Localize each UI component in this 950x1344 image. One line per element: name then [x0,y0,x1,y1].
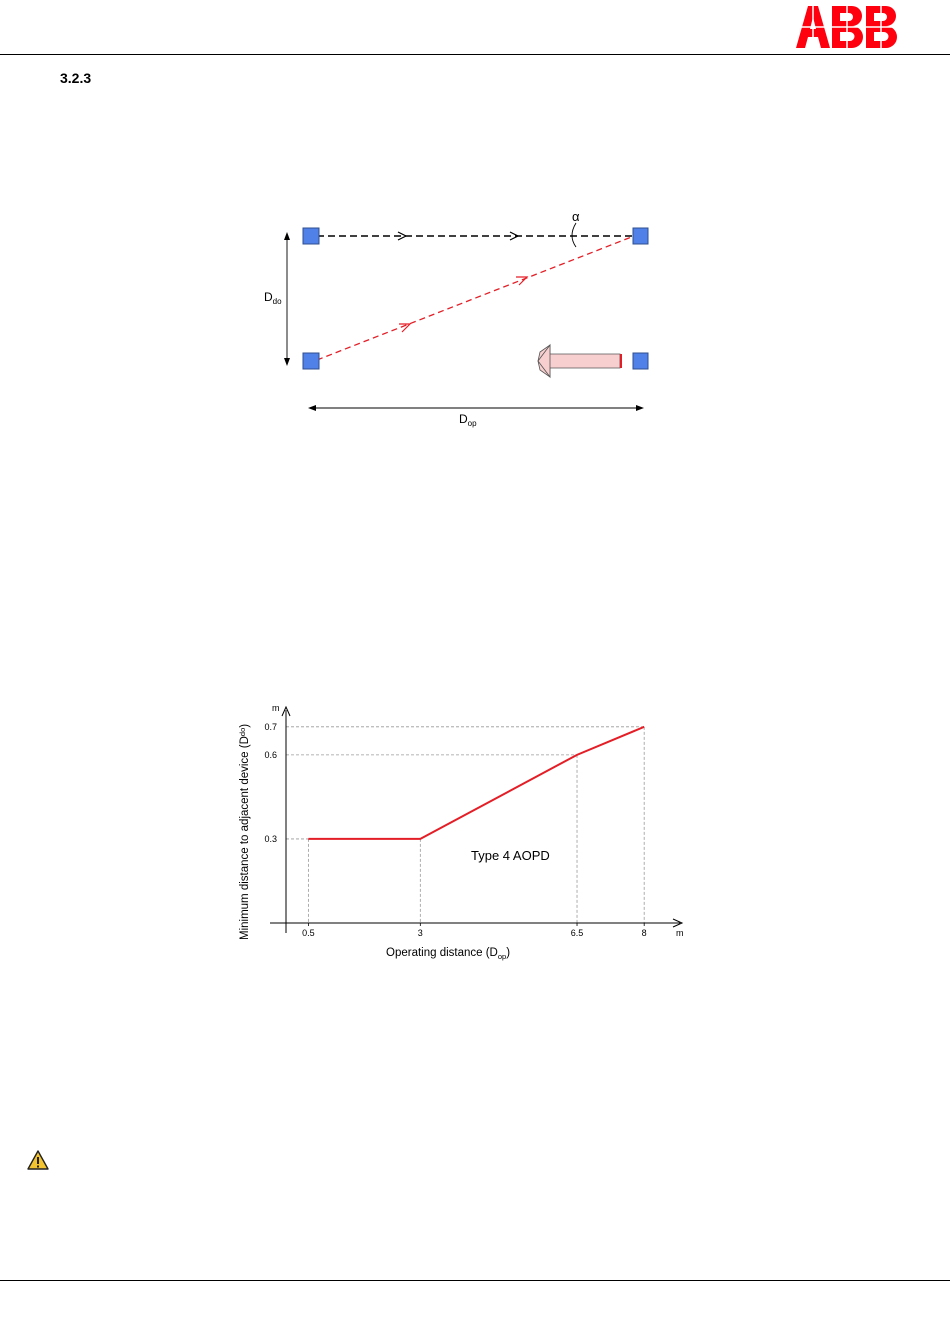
section-number: 3.2.3 [60,70,92,86]
x-tick-label: 8 [642,928,647,938]
distance-chart: m m 0.5 3 6.5 8 0.3 0.6 0.7 Type 4 AOPD Operat… [238,703,684,961]
footer-rule [0,1280,950,1281]
device-bottom-right [632,352,649,370]
abb-logo [796,6,898,48]
alpha-label: α [572,209,580,224]
x-tick-label: 6.5 [571,928,584,938]
reflected-beam [316,235,635,361]
chart-annotation: Type 4 AOPD [471,848,550,863]
chart-guide-lines [286,726,645,923]
chart-ticks: 0.5 3 6.5 8 0.3 0.6 0.7 [264,722,646,938]
red-arrow-1 [399,323,412,333]
device-bottom-left [302,352,320,370]
series-line [308,725,645,840]
y-tick-label: 0.7 [264,722,277,732]
warning-triangle-icon [27,1150,49,1170]
x-axis-label: Operating distance (Dop) [386,947,510,961]
header-rule [0,54,950,55]
beam-arrow-2 [509,231,520,241]
x-tick-label: 3 [418,928,423,938]
alpha-arc [571,222,577,248]
alignment-diagram: α Ddo Dop [264,209,649,428]
y-tick-label: 0.6 [264,750,277,760]
y-axis-label: Minimum distance to adjacent device (Ddo… [238,724,251,940]
x-tick-label: 0.5 [302,928,315,938]
device-top-left [302,227,320,245]
device-top-right [632,227,649,245]
y-unit: m [272,703,280,713]
y-tick-label: 0.3 [264,834,277,844]
ddo-label: Ddo [264,290,282,306]
dop-label: Dop [459,412,477,428]
x-unit: m [676,928,684,938]
beam-arrow-1 [397,231,408,241]
red-arrow-2 [516,276,529,286]
